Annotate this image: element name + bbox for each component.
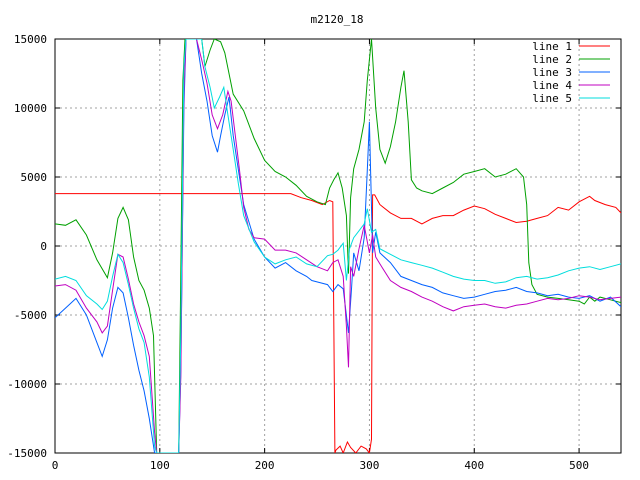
x-tick-label: 300	[360, 459, 380, 472]
y-tick-label: 15000	[14, 33, 47, 46]
x-tick-label: 200	[255, 459, 275, 472]
x-tick-label: 0	[52, 459, 59, 472]
legend-label: line 4	[532, 79, 572, 92]
y-tick-label: -15000	[7, 447, 47, 460]
x-tick-label: 400	[464, 459, 484, 472]
series-line-4	[55, 39, 621, 453]
y-tick-label: 5000	[21, 171, 48, 184]
series-line-1	[55, 193, 621, 453]
legend-label: line 5	[532, 92, 572, 105]
series-line-2	[55, 39, 621, 453]
y-tick-label: 10000	[14, 102, 47, 115]
legend-label: line 2	[532, 53, 572, 66]
legend-label: line 1	[532, 40, 572, 53]
series-line-5	[55, 39, 621, 453]
x-tick-label: 500	[569, 459, 589, 472]
y-tick-label: -5000	[14, 309, 47, 322]
legend-label: line 3	[532, 66, 572, 79]
x-tick-label: 100	[150, 459, 170, 472]
grid	[55, 39, 621, 453]
chart-title: m2120_18	[311, 13, 364, 26]
y-tick-label: 0	[40, 240, 47, 253]
series-lines	[55, 39, 621, 453]
y-tick-label: -10000	[7, 378, 47, 391]
axis-ticks: 0 100 200 300 400 500 -15000 -10000 -5000 0 5000 10…	[7, 33, 621, 472]
series-line-3	[55, 39, 621, 453]
